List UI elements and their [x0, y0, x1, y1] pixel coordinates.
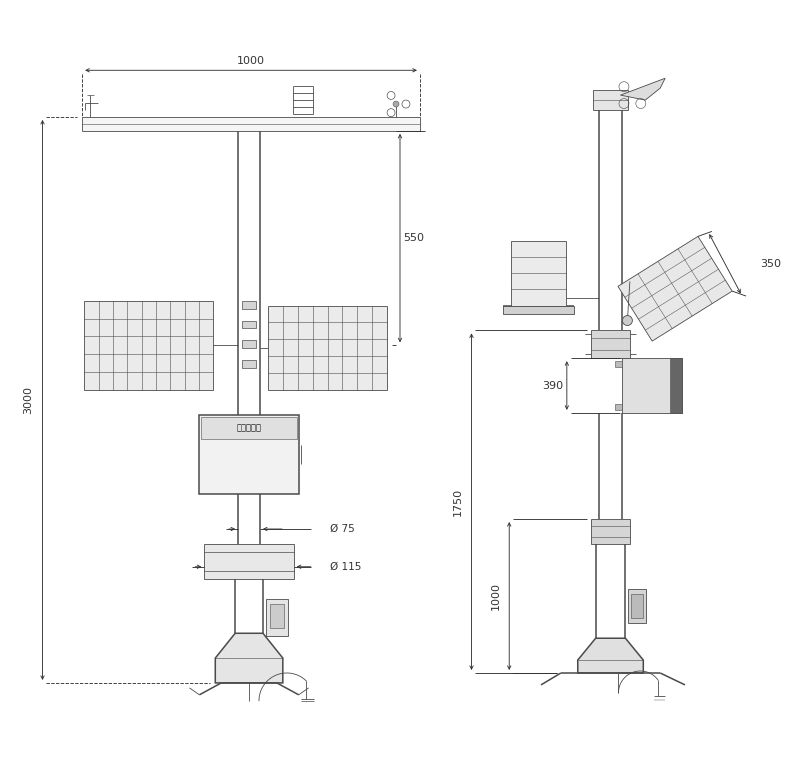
Bar	[593, 90, 629, 110]
Text: Ø 75: Ø 75	[330, 524, 355, 534]
Polygon shape	[215, 633, 283, 683]
Bar	[614, 404, 622, 410]
Bar	[242, 361, 256, 368]
Bar	[270, 604, 284, 628]
Bar	[242, 321, 256, 328]
Bar	[242, 300, 256, 309]
Circle shape	[622, 316, 632, 325]
Bar	[590, 519, 630, 544]
Text: 1000: 1000	[490, 582, 500, 610]
Text: 环境监测站: 环境监测站	[237, 423, 262, 432]
Circle shape	[393, 101, 399, 107]
Text: 1000: 1000	[237, 56, 265, 66]
Text: 3000: 3000	[23, 386, 34, 414]
Text: Ø 115: Ø 115	[330, 561, 362, 572]
Bar	[84, 300, 214, 390]
Bar	[266, 598, 288, 637]
Bar	[629, 589, 646, 623]
Polygon shape	[578, 638, 643, 673]
Bar	[631, 594, 643, 619]
Text: 1750: 1750	[453, 488, 462, 516]
Bar	[204, 544, 294, 579]
Text: 390: 390	[542, 381, 563, 390]
Polygon shape	[621, 78, 665, 100]
Bar	[670, 358, 682, 413]
Text: 350: 350	[760, 259, 781, 269]
Bar	[503, 306, 574, 314]
Bar	[82, 117, 420, 131]
Bar	[268, 306, 387, 390]
Bar	[242, 340, 256, 348]
Bar	[614, 361, 622, 368]
Text: 550: 550	[403, 233, 425, 243]
Bar	[199, 414, 298, 494]
Bar	[622, 358, 682, 413]
Polygon shape	[618, 236, 732, 341]
Bar	[590, 331, 630, 358]
Bar	[511, 241, 566, 306]
Bar	[202, 417, 297, 439]
